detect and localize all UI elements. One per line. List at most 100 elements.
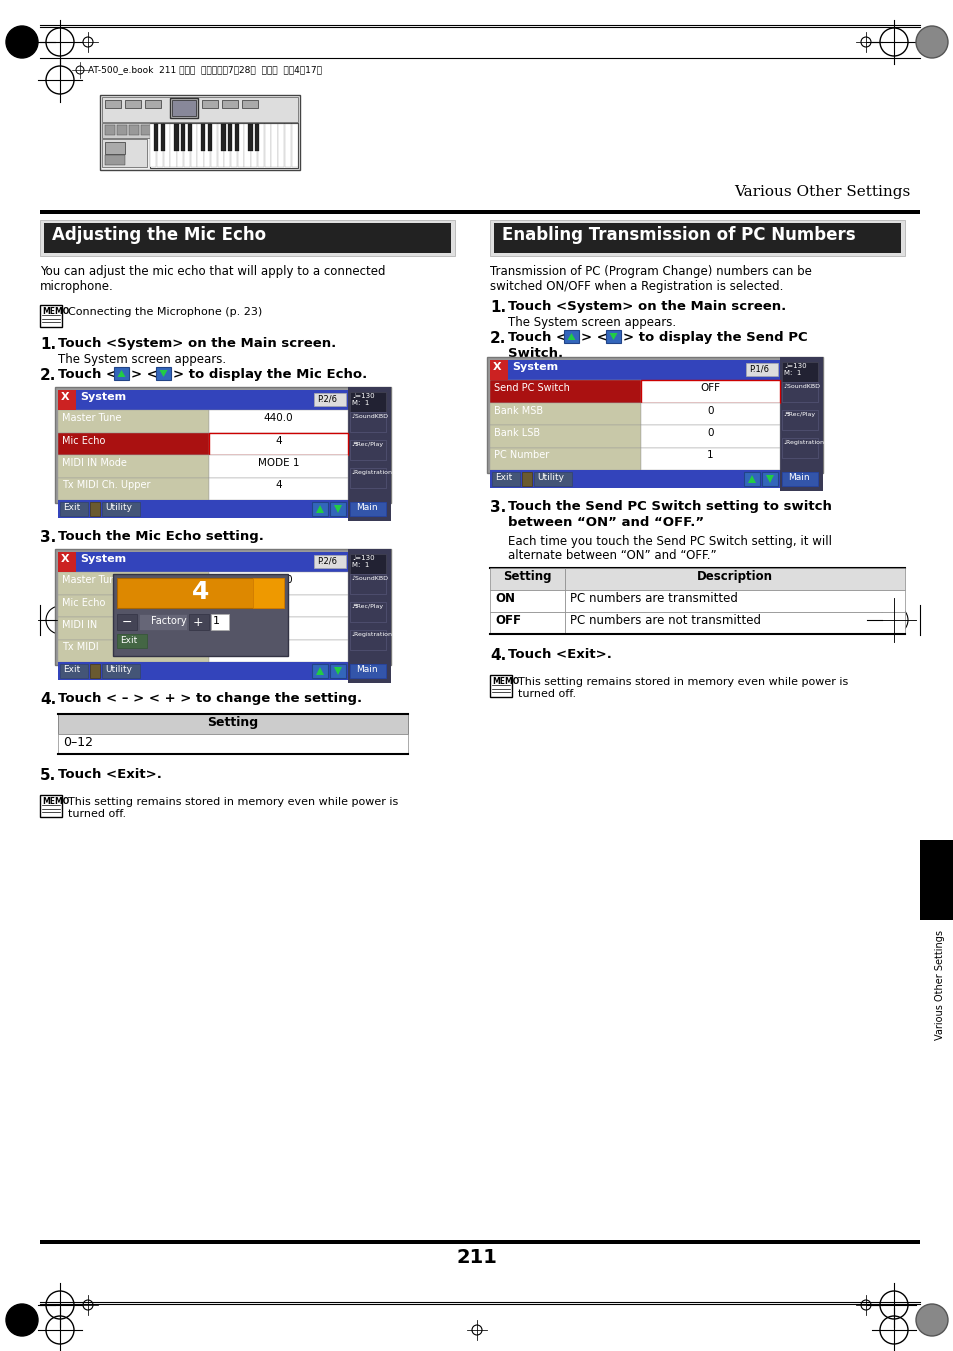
Bar (228, 124, 233, 151)
Bar (204, 124, 210, 168)
Text: ♬Rec/Play: ♬Rec/Play (782, 412, 814, 417)
Bar (58, 662, 348, 680)
Bar (55, 549, 391, 665)
Bar (264, 124, 271, 168)
Bar (640, 447, 780, 470)
Polygon shape (334, 667, 341, 676)
Text: Tx MIDI: Tx MIDI (62, 643, 98, 653)
Text: Exit: Exit (120, 636, 137, 644)
Bar (217, 124, 223, 168)
Text: Touch <: Touch < (507, 331, 566, 345)
Bar (105, 100, 121, 108)
Bar (90, 663, 100, 678)
Bar (350, 554, 386, 574)
Text: between “ON” and “OFF.”: between “ON” and “OFF.” (507, 516, 703, 530)
Bar (208, 124, 212, 151)
Bar (781, 409, 817, 430)
Text: MEMO: MEMO (492, 677, 518, 686)
Bar (40, 794, 62, 817)
Text: ON: ON (495, 592, 515, 605)
Bar (156, 367, 171, 380)
Text: alternate between “ON” and “OFF.”: alternate between “ON” and “OFF.” (507, 549, 716, 562)
Text: The System screen appears.: The System screen appears. (58, 353, 226, 366)
Bar (164, 124, 170, 168)
Polygon shape (609, 332, 617, 340)
Text: MIDI IN Mode: MIDI IN Mode (62, 458, 127, 467)
Bar (209, 477, 348, 500)
Circle shape (6, 26, 38, 58)
Bar (314, 393, 346, 407)
Bar (58, 553, 76, 571)
Text: Bank LSB: Bank LSB (494, 428, 539, 438)
Text: 1.: 1. (490, 300, 506, 315)
Text: 1: 1 (213, 616, 220, 626)
Bar (640, 403, 780, 426)
Bar (209, 594, 348, 617)
Bar (563, 330, 578, 343)
Text: Tx MIDI Ch. Upper: Tx MIDI Ch. Upper (62, 481, 151, 490)
Text: 2.: 2. (490, 331, 506, 346)
Bar (209, 617, 348, 639)
Bar (150, 123, 297, 168)
Text: Utility: Utility (105, 665, 132, 674)
Bar (177, 124, 183, 168)
Bar (348, 549, 391, 684)
Bar (102, 139, 147, 168)
Bar (40, 1240, 919, 1244)
Bar (209, 571, 348, 594)
Text: System: System (512, 362, 558, 372)
Bar (330, 663, 346, 678)
Bar (145, 100, 161, 108)
Bar (251, 124, 257, 168)
Bar (209, 455, 348, 477)
Text: Send PC Switch: Send PC Switch (494, 382, 569, 393)
Circle shape (915, 1304, 947, 1336)
Text: 0: 0 (706, 405, 713, 416)
Text: MODE 1: MODE 1 (257, 458, 299, 467)
Text: Various Other Settings: Various Other Settings (934, 929, 944, 1040)
Bar (105, 142, 125, 154)
Text: ♩Registration: ♩Registration (351, 470, 392, 476)
Text: > <: > < (131, 367, 157, 381)
Text: Master Tune: Master Tune (62, 413, 121, 423)
Circle shape (915, 26, 947, 58)
Bar (152, 126, 163, 135)
Bar (330, 503, 346, 516)
Bar (112, 574, 288, 657)
Text: AT-500_e.book  211 ページ  ２００８年7月28日  月曜日  午後4晄17分: AT-500_e.book 211 ページ ２００８年7月28日 月曜日 午後4… (88, 65, 322, 74)
Text: 4.: 4. (40, 692, 56, 707)
Bar (125, 100, 141, 108)
Polygon shape (334, 505, 341, 513)
Bar (242, 100, 257, 108)
Text: 4: 4 (274, 435, 281, 446)
Circle shape (6, 1304, 38, 1336)
Bar (348, 386, 391, 521)
Bar (197, 124, 203, 168)
Text: This setting remains stored in memory even while power is
turned off.: This setting remains stored in memory ev… (517, 677, 847, 698)
Bar (350, 467, 386, 488)
Text: System: System (80, 392, 126, 403)
Text: Connecting the Microphone (p. 23): Connecting the Microphone (p. 23) (68, 307, 262, 317)
Bar (211, 613, 229, 630)
Text: PC numbers are transmitted: PC numbers are transmitted (569, 592, 737, 605)
Bar (490, 220, 904, 255)
Bar (564, 612, 904, 634)
Bar (58, 390, 348, 409)
Bar (184, 124, 190, 168)
Text: Utility: Utility (537, 473, 563, 482)
Text: Main: Main (787, 473, 809, 482)
Bar (44, 223, 451, 253)
Bar (350, 392, 386, 412)
Bar (490, 380, 780, 470)
Bar (312, 663, 328, 678)
Bar (102, 663, 140, 678)
Text: Touch <: Touch < (58, 367, 117, 381)
Bar (490, 470, 780, 488)
Bar (58, 455, 209, 477)
Bar (161, 124, 165, 151)
Bar (58, 571, 209, 594)
Text: ♬Rec/Play: ♬Rec/Play (351, 604, 383, 609)
Text: PC numbers are not transmitted: PC numbers are not transmitted (569, 613, 760, 627)
Text: Transmission of PC (Program Change) numbers can be
switched ON/OFF when a Regist: Transmission of PC (Program Change) numb… (490, 265, 811, 293)
Text: 3.: 3. (490, 500, 506, 515)
